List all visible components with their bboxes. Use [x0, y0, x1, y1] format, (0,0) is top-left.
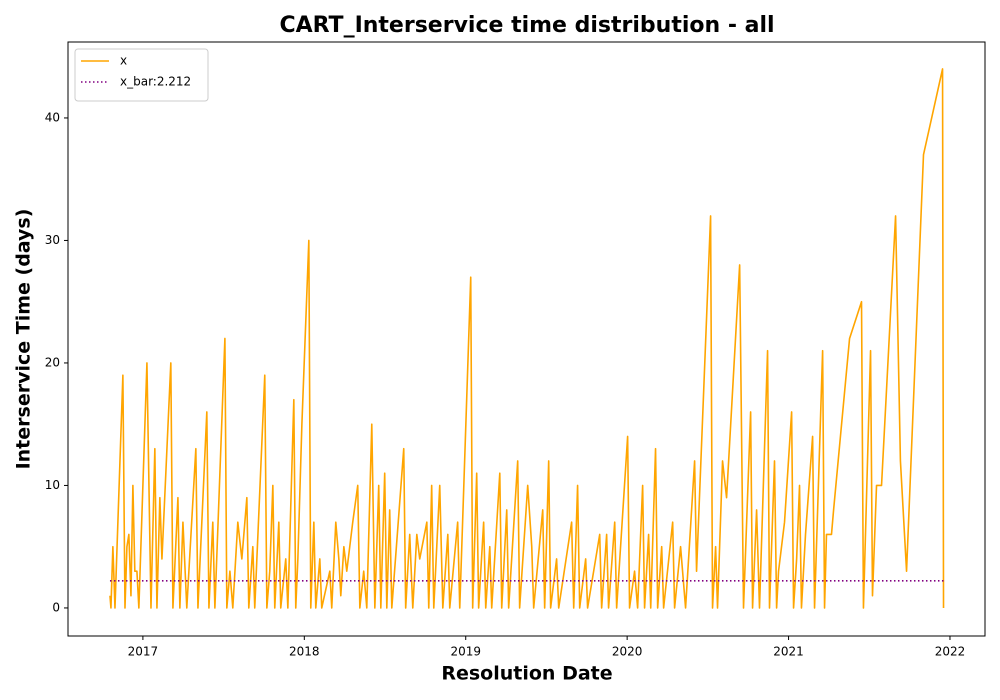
legend-box	[74, 48, 209, 102]
x-tick-label: 2018	[289, 645, 320, 659]
legend-label: x_bar:2.212	[120, 75, 191, 89]
y-axis-label: Interservice Time (days)	[13, 209, 35, 470]
plot-frame	[67, 41, 986, 637]
y-tick-label: 40	[45, 110, 60, 124]
y-tick-label: 20	[45, 355, 60, 369]
chart-title: CART_Interservice time distribution - al…	[279, 13, 774, 38]
x-tick-label: 2022	[935, 645, 966, 659]
series-line	[109, 68, 945, 609]
x-tick-label: 2017	[128, 645, 159, 659]
y-tick-label: 0	[52, 600, 60, 614]
x-tick-label: 2020	[612, 645, 643, 659]
legend-label: x	[120, 54, 127, 68]
x-axis-label: Resolution Date	[441, 663, 612, 685]
x-tick-label: 2019	[450, 645, 481, 659]
y-tick-label: 30	[45, 233, 60, 247]
x-tick-label: 2021	[773, 645, 804, 659]
y-tick-label: 10	[45, 478, 60, 492]
